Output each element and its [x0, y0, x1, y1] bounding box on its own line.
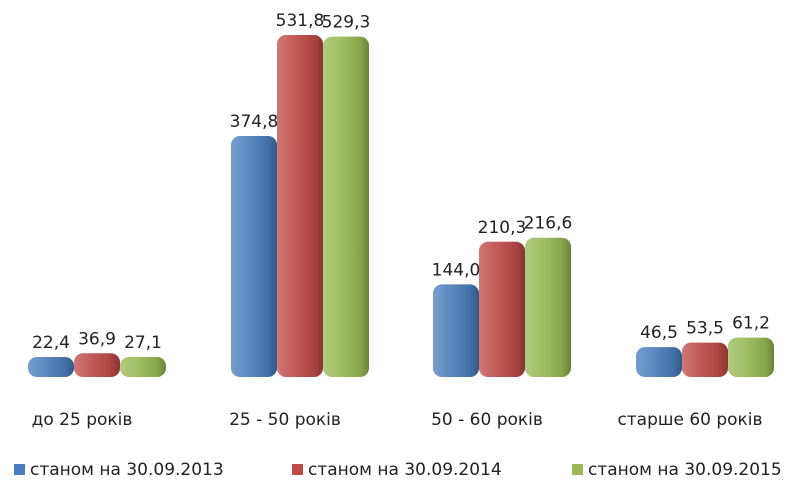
bar-shine	[479, 241, 525, 377]
data-label: 36,9	[78, 329, 116, 349]
data-label: 529,3	[322, 13, 371, 33]
bar-shine	[682, 342, 728, 377]
data-label: 216,6	[524, 214, 573, 234]
bar-shine	[74, 353, 120, 377]
bar-shine	[636, 347, 682, 377]
bar-shine	[28, 357, 74, 377]
data-label: 53,5	[686, 319, 724, 339]
x-tick-label: 25 - 50 років	[229, 410, 341, 430]
data-label: 374,8	[230, 112, 279, 132]
data-label: 61,2	[732, 314, 770, 334]
data-label: 27,1	[124, 333, 162, 353]
legend-label: станом на 30.09.2014	[308, 460, 502, 480]
bar-shine	[525, 237, 571, 377]
legend-swatch	[292, 464, 303, 475]
bar-shine	[277, 35, 323, 377]
legend-label: станом на 30.09.2013	[30, 460, 224, 480]
data-label: 210,3	[478, 218, 527, 238]
data-label: 144,0	[432, 260, 481, 280]
data-label: 46,5	[640, 323, 678, 343]
bar-shine	[120, 357, 166, 377]
bar-shine	[323, 36, 369, 377]
bar-shine	[231, 135, 277, 377]
legend-label: станом на 30.09.2015	[588, 460, 782, 480]
x-tick-label: старше 60 років	[617, 410, 762, 430]
data-label: 531,8	[276, 11, 325, 31]
x-tick-label: 50 - 60 років	[431, 410, 543, 430]
data-label: 22,4	[32, 333, 70, 353]
legend-swatch	[14, 464, 25, 475]
bar-shine	[728, 337, 774, 377]
x-tick-label: до 25 років	[32, 410, 133, 430]
legend-swatch	[572, 464, 583, 475]
bar-shine	[433, 284, 479, 377]
